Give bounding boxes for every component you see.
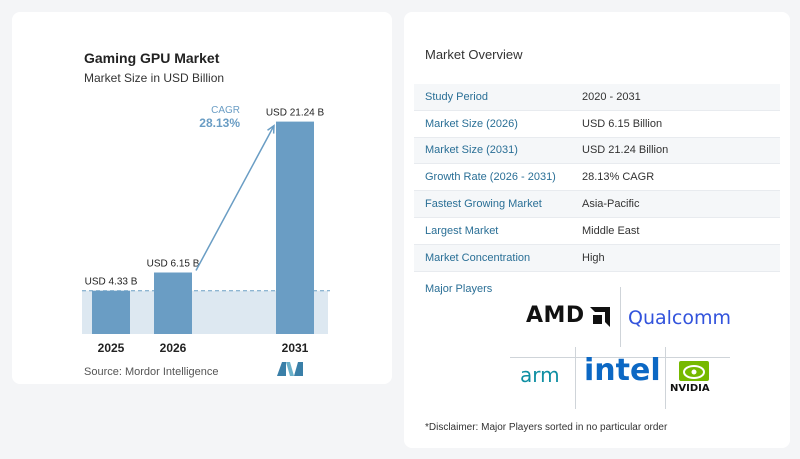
bar-chart: USD 4.33 B 2025 USD 6.15 B 2026 USD 21.24 B 2… [82, 105, 330, 355]
overview-table: Study Period 2020 - 2031 Market Size (20… [414, 84, 780, 272]
overview-row: Growth Rate (2026 - 2031) 28.13% CAGR [414, 164, 780, 192]
row-label: Market Size (2026) [425, 117, 518, 130]
source-text: Source: Mordor Intelligence [84, 366, 219, 378]
row-label: Growth Rate (2026 - 2031) [425, 171, 556, 184]
player-logos: AMD Qualcomm arm intel NVIDIA [510, 287, 732, 409]
row-value: Asia-Pacific [582, 198, 640, 211]
qualcomm-logo: Qualcomm [628, 307, 732, 329]
row-label: Market Size (2031) [425, 144, 518, 157]
intel-logo: intel [584, 353, 661, 388]
data-label: USD 21.24 B [266, 108, 325, 119]
logo-divider [620, 287, 621, 347]
chart-title: Gaming GPU Market [84, 50, 220, 66]
category-label: 2025 [98, 341, 125, 355]
category-label: 2026 [160, 341, 187, 355]
overview-row: Market Size (2031) USD 21.24 Billion [414, 137, 780, 165]
nvidia-logo: NVIDIA [670, 383, 710, 394]
disclaimer: *Disclaimer: Major Players sorted in no … [425, 422, 668, 433]
data-label: USD 4.33 B [85, 277, 138, 288]
overview-row: Study Period 2020 - 2031 [414, 84, 780, 111]
overview-title: Market Overview [425, 47, 523, 62]
logo-divider [510, 357, 730, 358]
cagr-label: CAGR [211, 105, 240, 116]
cagr-arrow [195, 125, 275, 271]
overview-row: Fastest Growing Market Asia-Pacific [414, 191, 780, 218]
category-label: 2031 [282, 341, 309, 355]
bar [154, 272, 192, 334]
cagr-value: 28.13% [199, 116, 240, 130]
major-players-label: Major Players [425, 283, 493, 295]
row-value: USD 6.15 Billion [582, 117, 663, 130]
overview-row: Market Size (2026) USD 6.15 Billion [414, 111, 780, 138]
row-label: Largest Market [425, 224, 499, 237]
mordor-logo-icon [277, 362, 303, 376]
row-value: High [582, 251, 605, 264]
arm-logo: arm [520, 363, 560, 387]
amd-arrow-icon [590, 307, 610, 327]
logo-divider [665, 347, 666, 409]
overview-row: Largest Market Middle East [414, 218, 780, 245]
bar [276, 121, 314, 334]
row-label: Market Concentration [425, 251, 531, 264]
row-value: 2020 - 2031 [582, 90, 641, 103]
row-label: Study Period [425, 90, 488, 103]
chart-subtitle: Market Size in USD Billion [84, 71, 225, 85]
row-label: Fastest Growing Market [425, 198, 542, 211]
row-value: USD 21.24 Billion [582, 144, 669, 157]
bar [92, 290, 130, 334]
logo-divider [575, 347, 576, 409]
data-label: USD 6.15 B [147, 259, 200, 270]
cagr-arrow-head [267, 124, 275, 134]
overview-row: Market Concentration High [414, 244, 780, 272]
amd-logo: AMD [526, 303, 585, 328]
nvidia-eye-icon [679, 361, 709, 381]
row-value: 28.13% CAGR [582, 171, 655, 184]
row-value: Middle East [582, 224, 640, 237]
